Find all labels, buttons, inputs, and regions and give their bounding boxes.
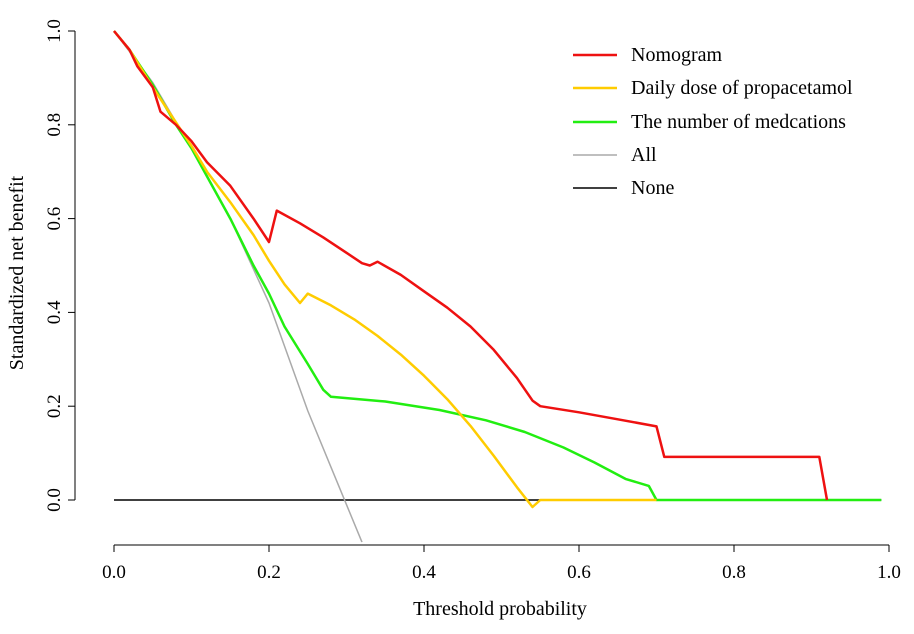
series-layer: [113, 30, 882, 543]
y-tick-label: 0.8: [44, 113, 65, 137]
legend-label-all: All: [631, 144, 657, 166]
x-tick-label: 0.0: [102, 562, 126, 583]
legend: Nomogram Daily dose of propacetamol The …: [573, 44, 853, 199]
series-line-nomogram: [113, 30, 829, 501]
legend-label-daily-dose: Daily dose of propacetamol: [631, 77, 853, 99]
x-tick-label: 0.8: [722, 562, 746, 583]
series-line-all: [113, 30, 363, 543]
y-tick-label: 0.4: [44, 300, 65, 324]
legend-label-none: None: [631, 177, 674, 199]
y-tick-label: 0.0: [44, 488, 65, 512]
axes: 0.0 0.2 0.4 0.6 0.8 1.0 0.0 0.2 0.4 0.6 0.8 1.0: [44, 19, 901, 583]
legend-label-nomogram: Nomogram: [631, 44, 723, 66]
series-line-the-number-of-medcations: [113, 30, 882, 502]
x-tick-label: 0.6: [567, 562, 591, 583]
series-line-daily-dose-of-propacetamol: [113, 30, 657, 509]
y-axis-title: Standardized net benefit: [6, 175, 28, 370]
x-tick-label: 0.4: [412, 562, 436, 583]
x-tick-label: 1.0: [877, 562, 901, 583]
x-tick-label: 0.2: [257, 562, 281, 583]
y-tick-label: 1.0: [44, 19, 65, 43]
y-tick-label: 0.6: [44, 207, 65, 231]
legend-label-number-of-medcations: The number of medcations: [631, 111, 846, 133]
x-axis-title: Threshold probability: [413, 598, 587, 620]
y-tick-label: 0.2: [44, 394, 65, 418]
